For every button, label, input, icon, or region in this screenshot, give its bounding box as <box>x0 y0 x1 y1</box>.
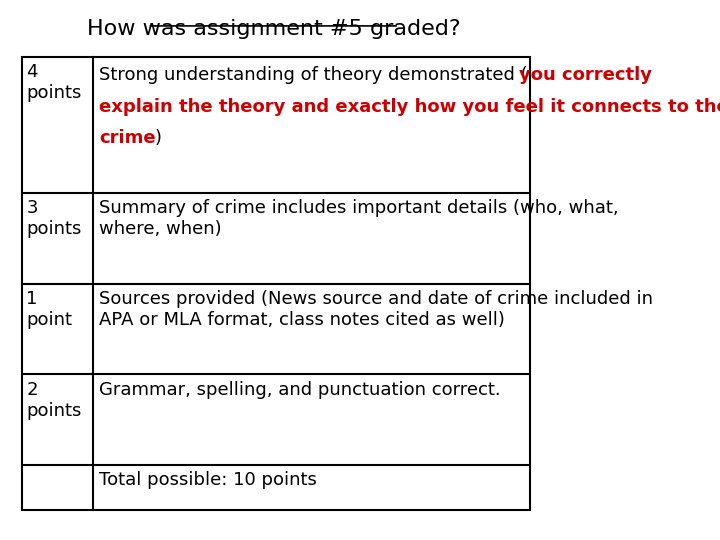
Text: 1
point: 1 point <box>26 290 72 329</box>
Text: 3
points: 3 points <box>26 199 81 238</box>
Text: Total possible: 10 points: Total possible: 10 points <box>99 471 318 489</box>
Text: ): ) <box>155 129 162 147</box>
Text: you correctly: you correctly <box>519 66 652 84</box>
Text: 4
points: 4 points <box>26 63 81 102</box>
Text: Strong understanding of theory demonstrated (: Strong understanding of theory demonstra… <box>99 66 528 84</box>
Text: How was assignment #5 graded?: How was assignment #5 graded? <box>86 19 460 39</box>
Text: crime: crime <box>99 129 156 147</box>
Text: Sources provided (News source and date of crime included in
APA or MLA format, c: Sources provided (News source and date o… <box>99 290 654 329</box>
Text: Grammar, spelling, and punctuation correct.: Grammar, spelling, and punctuation corre… <box>99 381 501 399</box>
Text: explain the theory and exactly how you feel it connects to the: explain the theory and exactly how you f… <box>99 98 720 116</box>
Text: 2
points: 2 points <box>26 381 81 420</box>
Text: Summary of crime includes important details (who, what,
where, when): Summary of crime includes important deta… <box>99 199 619 238</box>
